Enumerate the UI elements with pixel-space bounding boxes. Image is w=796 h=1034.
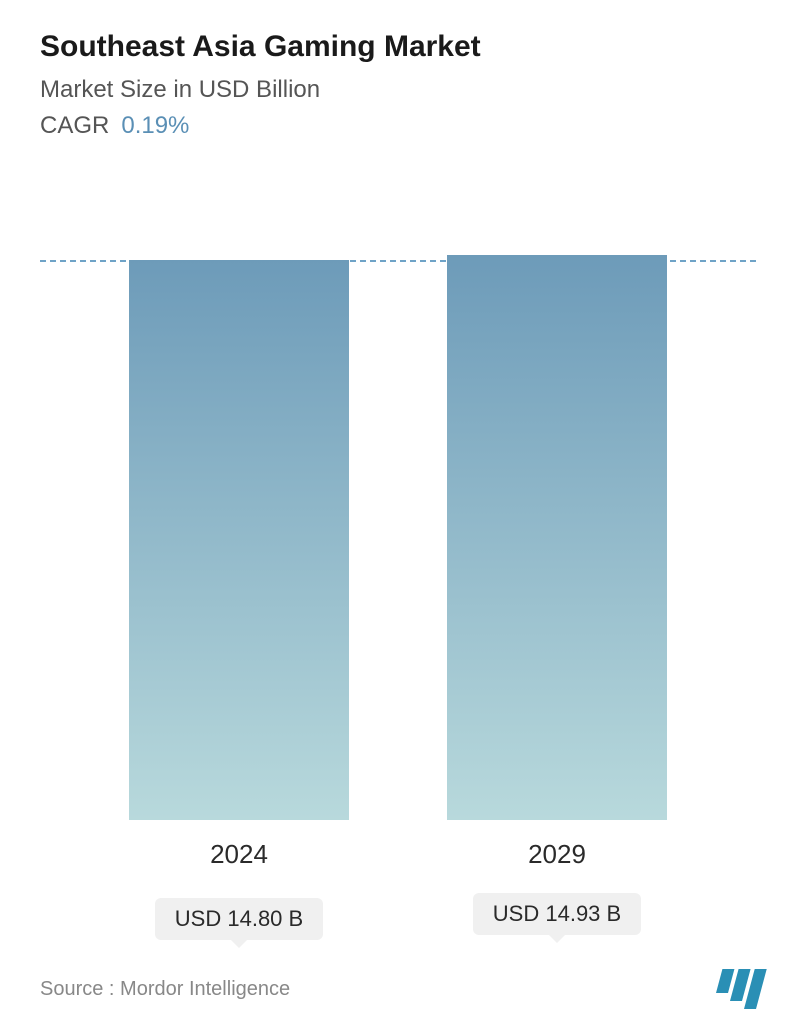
year-label-2029: 2029 [528,839,586,870]
logo-icon [716,969,756,1009]
value-badge-2029: USD 14.93 B [473,893,641,935]
bar-fill-2029 [447,255,667,820]
source-text: Source : Mordor Intelligence [40,978,290,1001]
footer: Source : Mordor Intelligence [40,969,756,1009]
chart-title: Southeast Asia Gaming Market [40,30,756,64]
cagr-row: CAGR 0.19% [40,112,756,140]
bar-fill-2024 [129,260,349,820]
chart-subtitle: Market Size in USD Billion [40,76,756,104]
bar-2024 [129,260,349,820]
chart-area: USD 14.80 B 2024 USD 14.93 B 2029 [40,200,756,880]
year-label-2024: 2024 [210,839,268,870]
bar-2029 [447,255,667,820]
bars-container: USD 14.80 B 2024 USD 14.93 B 2029 [40,200,756,880]
cagr-label: CAGR [40,112,109,140]
cagr-value: 0.19% [121,112,189,140]
value-badge-2024: USD 14.80 B [155,898,323,940]
logo-bar-1 [716,969,734,993]
